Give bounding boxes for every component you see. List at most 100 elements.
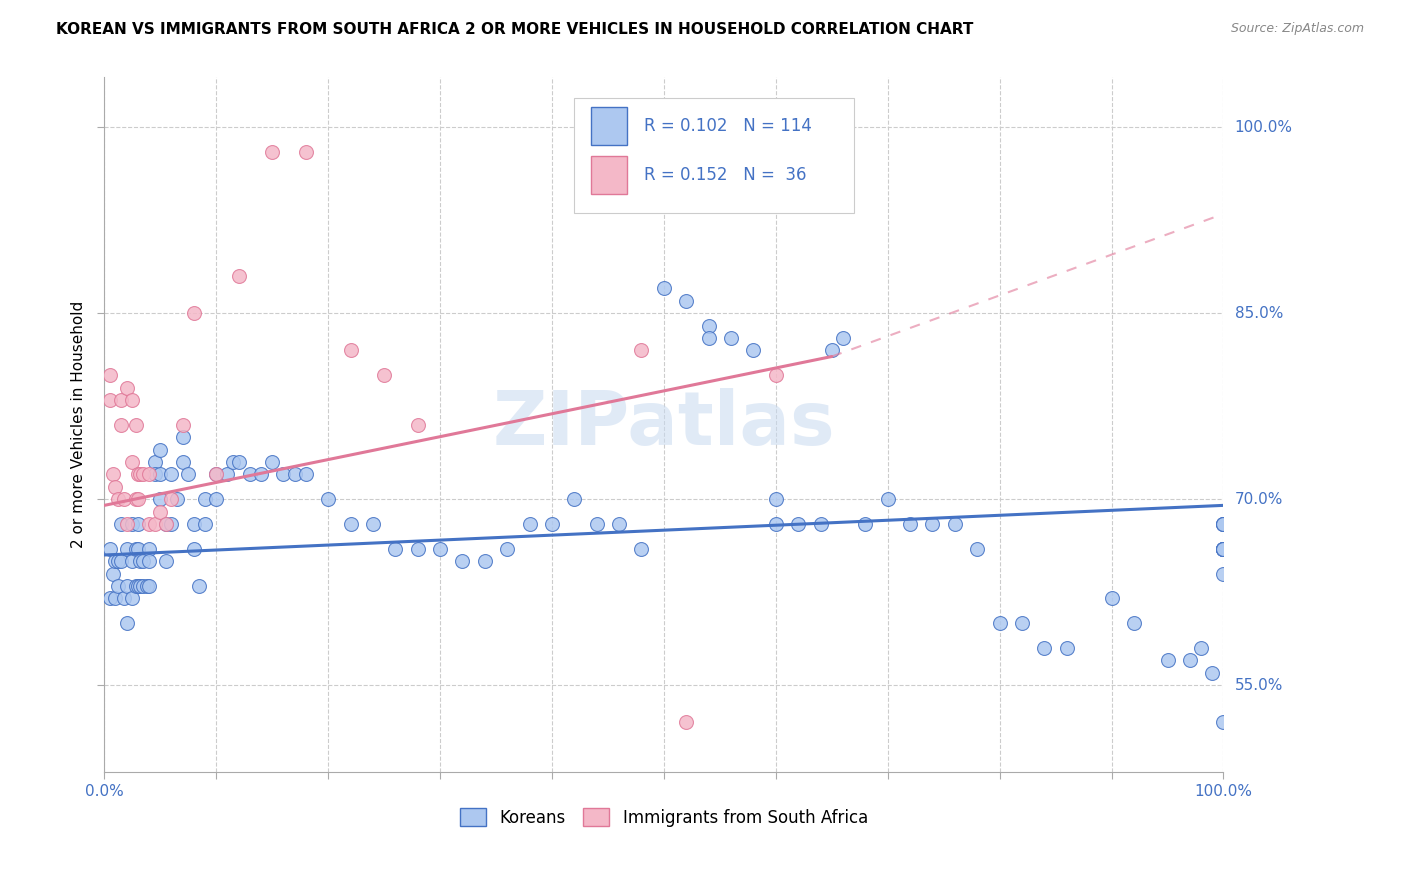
Point xyxy=(205,467,228,482)
Point xyxy=(429,541,451,556)
Point xyxy=(1178,653,1201,667)
Text: KOREAN VS IMMIGRANTS FROM SOUTH AFRICA 2 OR MORE VEHICLES IN HOUSEHOLD CORRELATI: KOREAN VS IMMIGRANTS FROM SOUTH AFRICA 2… xyxy=(56,22,973,37)
Point xyxy=(217,467,239,482)
Point xyxy=(115,516,138,531)
Point xyxy=(339,343,361,358)
Point xyxy=(121,516,143,531)
FancyBboxPatch shape xyxy=(591,155,627,194)
Point xyxy=(1212,715,1234,730)
Point xyxy=(98,541,121,556)
Point xyxy=(652,281,675,295)
Point xyxy=(519,516,541,531)
Point xyxy=(194,492,217,507)
Point xyxy=(373,368,395,383)
FancyBboxPatch shape xyxy=(591,107,627,145)
Point xyxy=(121,455,143,469)
Point xyxy=(1212,516,1234,531)
Point xyxy=(114,492,136,507)
Point xyxy=(149,505,172,519)
Point xyxy=(1189,640,1212,655)
FancyBboxPatch shape xyxy=(574,98,853,213)
Point xyxy=(135,579,157,593)
Point xyxy=(107,579,129,593)
Point xyxy=(1033,640,1056,655)
Point xyxy=(98,392,121,407)
Point xyxy=(1122,616,1144,631)
Point xyxy=(316,492,339,507)
Point xyxy=(124,417,146,432)
Point xyxy=(149,442,172,457)
Point xyxy=(103,467,125,482)
Point xyxy=(183,516,205,531)
Point xyxy=(194,516,217,531)
Point xyxy=(474,554,496,568)
Point xyxy=(1212,541,1234,556)
Point xyxy=(129,579,152,593)
Point xyxy=(124,541,146,556)
Point xyxy=(585,516,607,531)
Point xyxy=(1011,616,1033,631)
Point xyxy=(127,492,149,507)
Point xyxy=(107,554,129,568)
Point xyxy=(124,492,146,507)
Point xyxy=(406,417,429,432)
Point xyxy=(742,343,765,358)
Point xyxy=(562,492,585,507)
Point xyxy=(361,516,384,531)
Point xyxy=(115,541,138,556)
Point xyxy=(110,516,132,531)
Point xyxy=(143,455,166,469)
Point xyxy=(1212,541,1234,556)
Point xyxy=(406,541,429,556)
Text: 85.0%: 85.0% xyxy=(1234,306,1282,320)
Point xyxy=(110,417,132,432)
Point xyxy=(183,541,205,556)
Point xyxy=(143,467,166,482)
Point xyxy=(155,516,177,531)
Point xyxy=(183,306,205,320)
Point xyxy=(228,455,250,469)
Point xyxy=(124,579,146,593)
Point xyxy=(205,492,228,507)
Point xyxy=(138,554,160,568)
Point xyxy=(127,541,149,556)
Point xyxy=(172,417,194,432)
Point xyxy=(104,480,127,494)
Point xyxy=(630,541,652,556)
Point xyxy=(1212,541,1234,556)
Point xyxy=(239,467,262,482)
Point xyxy=(129,467,152,482)
Point xyxy=(115,579,138,593)
Point xyxy=(138,541,160,556)
Point xyxy=(1212,566,1234,581)
Point xyxy=(496,541,519,556)
Point xyxy=(205,467,228,482)
Point xyxy=(943,516,966,531)
Point xyxy=(188,579,211,593)
Point xyxy=(294,145,316,159)
Point xyxy=(121,554,143,568)
Point xyxy=(177,467,200,482)
Text: 55.0%: 55.0% xyxy=(1234,678,1282,693)
Point xyxy=(172,430,194,444)
Point xyxy=(451,554,474,568)
Point xyxy=(1212,541,1234,556)
Point xyxy=(143,516,166,531)
Point xyxy=(966,541,988,556)
Point xyxy=(720,331,742,345)
Point xyxy=(132,554,155,568)
Point xyxy=(988,616,1011,631)
Point xyxy=(262,145,284,159)
Point xyxy=(129,554,152,568)
Point xyxy=(98,591,121,606)
Text: 70.0%: 70.0% xyxy=(1234,491,1282,507)
Point xyxy=(138,579,160,593)
Point xyxy=(294,467,316,482)
Point xyxy=(104,591,127,606)
Point xyxy=(149,492,172,507)
Point xyxy=(127,579,149,593)
Point xyxy=(114,591,136,606)
Point xyxy=(228,268,250,283)
Point xyxy=(273,467,295,482)
Text: 100.0%: 100.0% xyxy=(1234,120,1292,135)
